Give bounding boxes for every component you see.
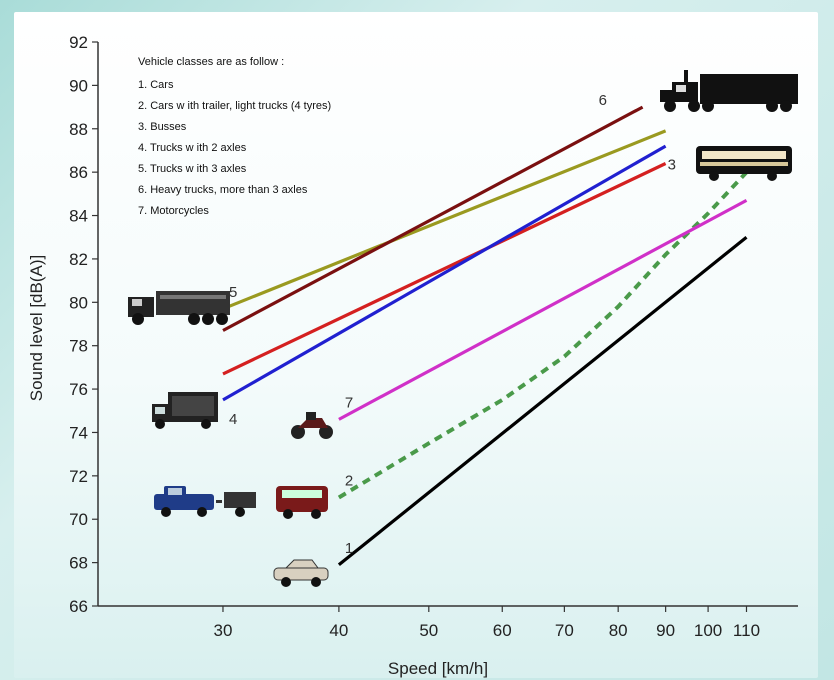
legend-item: 6. Heavy trucks, more than 3 axles (138, 184, 308, 196)
series-line-2 (337, 170, 748, 500)
two-axle-truck-icon (152, 392, 218, 429)
car-icon (273, 559, 329, 587)
series-label-7: 7 (345, 394, 353, 411)
x-tick-label: 90 (656, 621, 675, 640)
series-line-1 (337, 235, 748, 567)
y-tick-label: 78 (69, 337, 88, 356)
y-tick-label: 86 (69, 163, 88, 182)
legend-item: 1. Cars (138, 79, 174, 91)
legend-item: 3. Busses (138, 121, 187, 133)
x-axis-title: Speed [km/h] (388, 659, 488, 678)
bus-icon (696, 146, 792, 181)
y-tick-label: 74 (69, 423, 88, 442)
y-tick-label: 88 (69, 120, 88, 139)
x-tick-label: 30 (214, 621, 233, 640)
series-line-4 (222, 144, 667, 402)
y-tick-label: 82 (69, 250, 88, 269)
pickup-with-trailer-icon (154, 486, 256, 517)
legend-title: Vehicle classes are as follow : (138, 56, 284, 68)
y-tick-label: 92 (69, 33, 88, 52)
y-axis-title: Sound level [dB(A)] (27, 255, 46, 401)
series-label-1: 1 (345, 540, 353, 557)
series-label-6: 6 (599, 92, 607, 109)
y-tick-label: 66 (69, 597, 88, 616)
series-label-2: 2 (345, 473, 353, 490)
series-line-6 (222, 105, 644, 332)
x-tick-label: 110 (733, 621, 760, 640)
legend-item: 2. Cars w ith trailer, light trucks (4 t… (138, 100, 331, 112)
legend-item: 5. Trucks w ith 3 axles (138, 163, 247, 175)
x-tick-label: 50 (419, 621, 438, 640)
series-label-3: 3 (668, 156, 676, 173)
x-tick-label: 100 (694, 621, 722, 640)
chart-frame: 66 68 70 72 74 76 78 80 82 84 86 88 90 92 30 40 50 60 70 80… (14, 12, 818, 678)
three-axle-truck-icon (128, 291, 230, 325)
legend: Vehicle classes are as follow : 1. Cars … (138, 56, 331, 217)
series-line-3 (222, 162, 667, 376)
series-layer (222, 105, 748, 567)
y-tick-label: 76 (69, 380, 88, 399)
y-tick-label: 84 (69, 207, 88, 226)
series-label-5: 5 (229, 284, 237, 301)
y-tick-label: 72 (69, 467, 88, 486)
x-tick-label: 60 (493, 621, 512, 640)
x-tick-label: 40 (329, 621, 348, 640)
legend-item: 7. Motorcycles (138, 205, 209, 217)
x-tick-label: 80 (609, 621, 628, 640)
series-label-4: 4 (229, 411, 237, 428)
x-tick-label: 70 (555, 621, 574, 640)
series-labels: 1 2 3 4 5 6 7 (229, 92, 676, 557)
y-tick-label: 80 (69, 293, 88, 312)
y-tick-label: 90 (69, 76, 88, 95)
y-tick-label: 68 (69, 554, 88, 573)
heavy-truck-icon (660, 70, 798, 112)
y-tick-label: 70 (69, 510, 88, 529)
legend-item: 4. Trucks w ith 2 axles (138, 142, 247, 154)
van-icon (276, 486, 328, 519)
series-line-5 (222, 129, 667, 311)
motorcycle-icon (291, 412, 333, 439)
series-line-7 (338, 198, 748, 421)
